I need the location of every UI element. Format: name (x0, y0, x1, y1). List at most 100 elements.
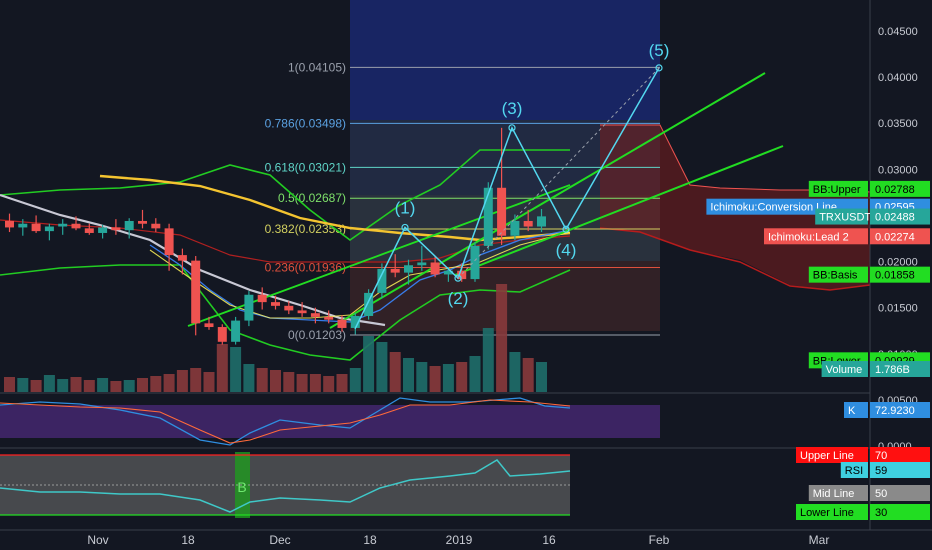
time-axis-labels: Nov 18 Dec 18 2019 16 Feb Mar (87, 533, 829, 547)
time-tick-label: Dec (269, 533, 290, 547)
volume-bar (363, 336, 375, 392)
price-tag: BB:Upper 0.02788 (808, 180, 930, 197)
price-tag: Upper Line 70 (796, 447, 930, 463)
volume-bar (482, 328, 494, 392)
candle-body (523, 220, 533, 227)
candle-body (483, 187, 493, 246)
candle-body (297, 310, 307, 314)
volume-bar (456, 362, 468, 392)
price-tick-label: 0.04000 (878, 72, 918, 84)
candle-body (404, 265, 413, 273)
volume-bar (4, 377, 15, 392)
candle-body (430, 262, 440, 275)
volume-bar (203, 372, 215, 392)
volume-bar (97, 378, 109, 392)
volume-bar (469, 356, 481, 392)
price-tag: Lower Line 30 (796, 504, 930, 520)
price-tag: BB:Basis 0.01858 (808, 266, 930, 283)
candle-body (164, 228, 174, 256)
price-tick-label: 0.02000 (878, 257, 918, 269)
fib-level-label: 0.5(0.02687) (278, 191, 346, 205)
volume-bar (230, 347, 242, 392)
candle-body (310, 313, 320, 317)
candle-body (497, 187, 507, 236)
fib-level-label: 0.236(0.01936) (265, 260, 346, 274)
svg-text:Lower Line: Lower Line (800, 507, 854, 519)
wave-point (655, 64, 663, 72)
time-tick-label: 2019 (446, 533, 473, 547)
svg-text:0.02488: 0.02488 (875, 212, 915, 224)
candle-body (98, 227, 108, 233)
price-tick-label: 0.01500 (878, 303, 918, 315)
volume-bar (17, 378, 29, 392)
time-tick-label: 18 (181, 533, 195, 547)
volume-bar (163, 374, 175, 392)
volume-bars (4, 284, 547, 392)
svg-text:70: 70 (875, 450, 887, 462)
candle-body (417, 262, 427, 266)
volume-bar (30, 380, 42, 392)
wave-label: (5) (649, 41, 670, 60)
volume-bar (323, 376, 335, 392)
svg-text:0.01858: 0.01858 (875, 270, 915, 282)
wave-point (454, 274, 462, 282)
candle-body (350, 315, 360, 328)
volume-bar (389, 352, 401, 392)
wave-projection (565, 67, 660, 230)
volume-bar (403, 358, 414, 392)
volume-bar (83, 380, 95, 392)
time-tick-label: Mar (809, 533, 830, 547)
price-tick-label: 0.03000 (878, 164, 918, 176)
candle-body (111, 227, 121, 231)
volume-bar (190, 368, 202, 392)
price-tag: RSI 59 (840, 462, 930, 478)
volume-bar (376, 342, 388, 392)
fib-level-label: 0.786(0.03498) (265, 116, 346, 130)
candle-body (364, 292, 374, 316)
candlesticks (5, 127, 546, 345)
candle-body (271, 302, 280, 306)
wave-point (508, 124, 516, 132)
candle-body (510, 220, 520, 236)
candle-body (470, 245, 480, 280)
svg-text:Ichimoku:Conversion Line: Ichimoku:Conversion Line (710, 202, 837, 214)
volume-bar (256, 368, 268, 392)
volume-bar (349, 368, 361, 392)
volume-bar (509, 352, 521, 392)
stochastic-panel (0, 392, 870, 446)
svg-text:0.02274: 0.02274 (875, 231, 915, 243)
volume-bar (110, 381, 122, 392)
fibonacci-retracement: 1(0.04105) 0.786(0.03498) 0.618(0.03021) 0.… (265, 60, 660, 342)
time-tick-label: 16 (542, 533, 556, 547)
candle-body (204, 323, 214, 328)
rsi-panel: B (0, 447, 870, 518)
svg-text:BB:Basis: BB:Basis (813, 270, 858, 282)
svg-text:K: K (848, 405, 856, 417)
price-tags: BB:Upper 0.02788 Ichimoku:Conversion Line 0… (706, 180, 930, 520)
candle-body (191, 260, 201, 324)
svg-text:50: 50 (875, 488, 887, 500)
wave-guide (457, 67, 660, 279)
svg-text:0.02788: 0.02788 (875, 184, 915, 196)
candle-body (177, 255, 187, 261)
svg-text:RSI: RSI (845, 465, 863, 477)
candle-body (124, 220, 134, 231)
candle-body (537, 216, 546, 227)
price-tag: K 72.9230 (844, 402, 930, 418)
wave-label: (2) (448, 289, 469, 308)
candle-body (5, 220, 14, 228)
price-tag: Ichimoku:Lead 2 0.02274 (764, 228, 930, 245)
fib-level-label: 1(0.04105) (288, 60, 346, 74)
volume-bar (442, 364, 454, 392)
volume-bar (522, 358, 534, 392)
volume-bar (137, 378, 148, 392)
fib-level-label: 0(0.01203) (288, 328, 346, 342)
svg-text:BB:Upper: BB:Upper (813, 184, 861, 196)
volume-bar (57, 379, 69, 392)
price-tag: Mid Line 50 (808, 485, 930, 501)
svg-text:Volume: Volume (826, 364, 863, 376)
price-tag: Volume 1.786B (821, 361, 930, 377)
rsi-buy-marker: B (237, 479, 246, 495)
volume-bar (123, 380, 135, 392)
